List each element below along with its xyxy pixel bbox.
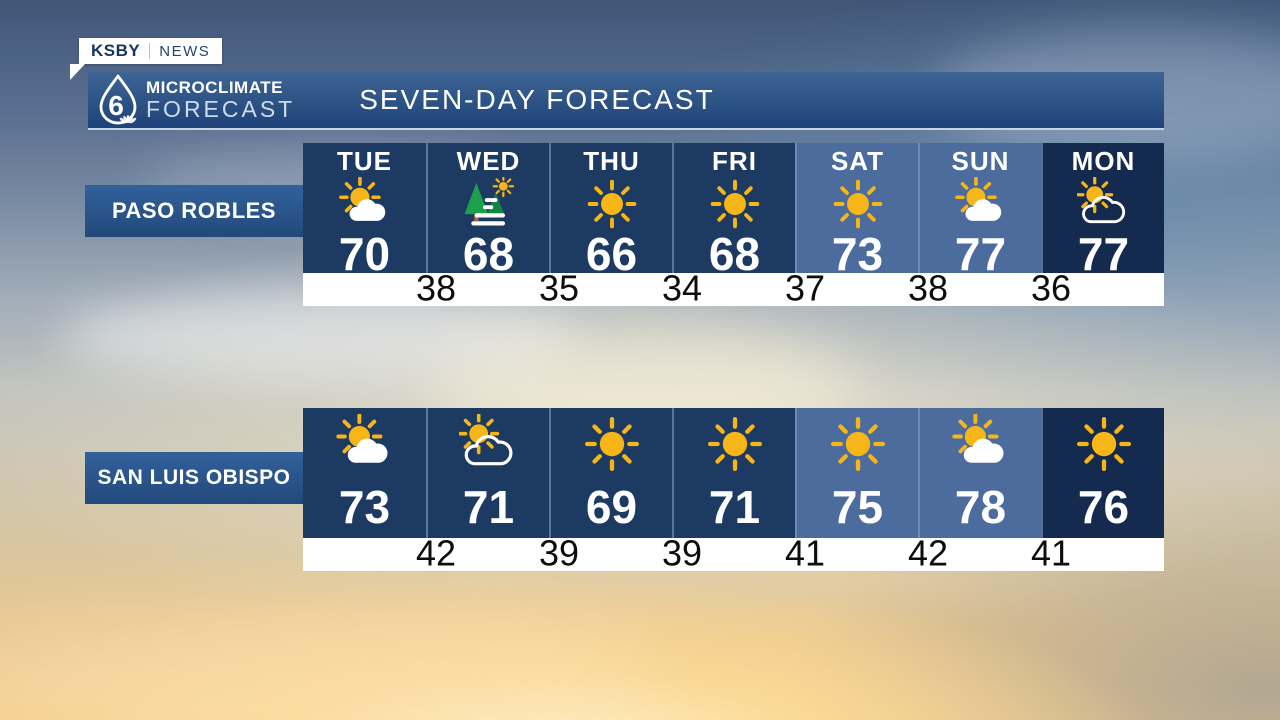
station-division: NEWS	[159, 42, 211, 60]
low-temp: 38	[907, 267, 949, 309]
high-temp: 66	[585, 228, 638, 280]
sunny-icon	[828, 408, 888, 480]
page-title: SEVEN-DAY FORECAST	[359, 84, 715, 115]
high-temp: 69	[585, 481, 638, 533]
high-temp: 71	[462, 481, 515, 533]
high-temp: 73	[831, 228, 884, 280]
low-temp: 41	[1030, 532, 1072, 574]
overnight-lows-bar-san-luis-obispo: 42 39 39 41 42 41	[303, 532, 1164, 573]
forecast-day-cell: MON 77	[1041, 143, 1164, 277]
day-label: SUN	[951, 146, 1010, 176]
high-temp: 71	[708, 481, 761, 533]
high-temp: 73	[338, 481, 391, 533]
sunny-icon	[585, 177, 639, 231]
forecast-day-cell: 71	[426, 408, 549, 538]
sunny-icon	[1074, 408, 1134, 480]
nbc-peacock-icon	[119, 115, 137, 124]
low-temp: 37	[784, 267, 826, 309]
microclimate-logo: 6 MICROCLIMATE FORECAST	[96, 74, 295, 126]
forecast-day-cell: WED 68	[426, 143, 549, 277]
badge-divider	[149, 43, 151, 59]
sunny-icon	[831, 177, 885, 231]
low-temp: 34	[661, 267, 703, 309]
sun-cloud-icon	[951, 408, 1011, 480]
sun-cloud-icon	[335, 408, 395, 480]
sunny-icon	[705, 408, 765, 480]
day-label: THU	[583, 146, 640, 176]
fog-trees-icon	[462, 177, 516, 231]
logo-line1: MICROCLIMATE	[146, 78, 283, 97]
low-temp: 42	[907, 532, 949, 574]
day-label: TUE	[337, 146, 392, 176]
low-temp: 41	[784, 532, 826, 574]
forecast-day-cell: 76	[1041, 408, 1164, 538]
logo-line2: FORECAST	[146, 96, 296, 122]
low-temp: 42	[415, 532, 457, 574]
sunny-icon	[582, 408, 642, 480]
sun-outline-cloud-icon	[1076, 177, 1131, 231]
forecast-day-cell: SUN 77	[918, 143, 1041, 277]
sun-outline-cloud-icon	[458, 408, 519, 480]
sun-cloud-icon	[954, 177, 1008, 231]
high-temp: 68	[708, 228, 761, 280]
station-name: KSBY	[91, 41, 141, 60]
day-label: MON	[1071, 146, 1136, 176]
overnight-lows-bar-paso-robles: 38 35 34 37 38 36	[303, 267, 1164, 308]
high-temp: 75	[831, 481, 884, 533]
location-label-san-luis-obispo: SAN LUIS OBISPO	[85, 452, 303, 504]
station-badge: KSBY NEWS	[69, 38, 223, 80]
high-temp: 70	[338, 228, 391, 280]
high-temp: 68	[462, 228, 515, 280]
logo-number: 6	[108, 90, 124, 121]
sun-cloud-icon	[338, 177, 392, 231]
forecast-day-cell: 73	[303, 408, 426, 538]
high-temp: 78	[954, 481, 1007, 533]
high-temp: 76	[1077, 481, 1130, 533]
day-label: FRI	[712, 146, 757, 176]
sunny-icon	[708, 177, 762, 231]
forecast-table-paso-robles: TUE 70 WED 68 THU 66 FRI 68 SAT 73 SUN 77 MON …	[303, 143, 1164, 277]
day-label: SAT	[830, 146, 885, 176]
logo-text: MICROCLIMATE FORECAST	[146, 79, 295, 121]
forecast-day-cell: SAT 73	[795, 143, 918, 277]
low-temp: 38	[415, 267, 457, 309]
location-label-paso-robles: PASO ROBLES	[85, 185, 303, 237]
forecast-day-cell: THU 66	[549, 143, 672, 277]
low-temp: 35	[538, 267, 580, 309]
forecast-day-cell: 69	[549, 408, 672, 538]
low-temp: 39	[661, 532, 703, 574]
day-label: WED	[456, 146, 521, 176]
forecast-day-cell: 71	[672, 408, 795, 538]
high-temp: 77	[954, 228, 1007, 280]
cloud-streak	[0, 600, 660, 720]
forecast-day-cell: FRI 68	[672, 143, 795, 277]
forecast-day-cell: 75	[795, 408, 918, 538]
low-temp: 39	[538, 532, 580, 574]
forecast-day-cell: TUE 70	[303, 143, 426, 277]
water-drop-6-icon: 6	[99, 74, 137, 125]
forecast-table-san-luis-obispo: 73 71 69 71 75 78 76	[303, 408, 1164, 538]
header-bar: 6 MICROCLIMATE FORECAST SEVEN-DAY FORECA…	[88, 72, 1164, 130]
high-temp: 77	[1077, 228, 1130, 280]
low-temp: 36	[1030, 267, 1072, 309]
forecast-day-cell: 78	[918, 408, 1041, 538]
